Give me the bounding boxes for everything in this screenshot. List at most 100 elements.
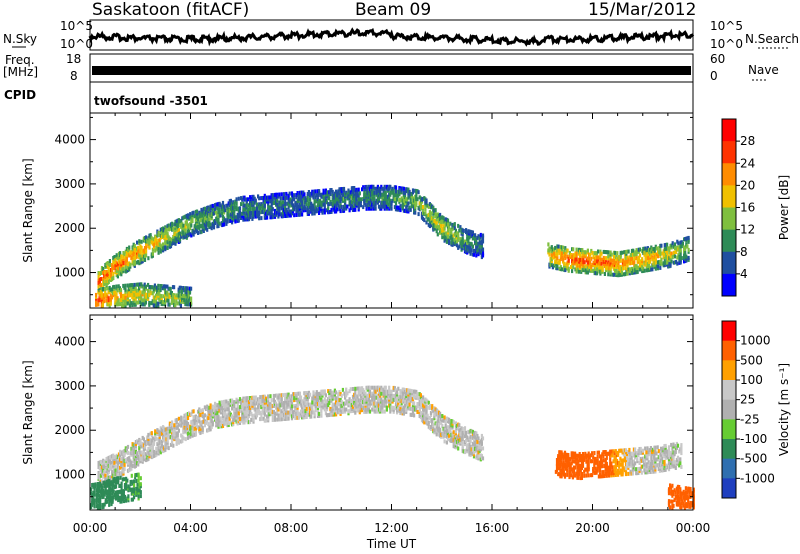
scatter-cell — [231, 202, 234, 207]
scatter-cell — [235, 201, 238, 206]
scatter-cell — [140, 444, 143, 449]
scatter-cell — [366, 190, 369, 195]
scatter-cell — [137, 245, 140, 250]
scatter-cell — [154, 299, 158, 304]
scatter-cell — [184, 437, 187, 442]
scatter-cell — [168, 429, 171, 434]
scatter-cell — [389, 184, 392, 189]
scatter-cell — [319, 192, 322, 197]
scatter-cell — [95, 300, 98, 305]
scatter-cell — [254, 395, 257, 400]
scatter-cell — [466, 443, 469, 448]
scatter-cell — [150, 252, 153, 257]
scatter-cell — [680, 244, 683, 249]
scatter-cell — [164, 239, 167, 244]
colorbar-label: Power [dB] — [777, 175, 791, 240]
scatter-cell — [345, 393, 348, 398]
scatter-cell — [593, 267, 596, 272]
scatter-cell — [178, 219, 182, 224]
scatter-cell — [123, 458, 126, 463]
scatter-cell — [182, 215, 185, 220]
scatter-cell — [474, 233, 477, 238]
scatter-cell — [374, 389, 377, 394]
scatter-cell — [200, 229, 203, 234]
scatter-cell — [151, 251, 154, 256]
scatter-cell — [97, 275, 100, 279]
scatter-cell — [371, 184, 374, 189]
scatter-cell — [109, 293, 112, 298]
scatter-cell — [251, 413, 254, 418]
scatter-cell — [136, 240, 139, 245]
scatter-cell — [223, 204, 226, 209]
scatter-cell — [314, 404, 317, 409]
scatter-cell — [392, 189, 395, 193]
scatter-cell — [201, 426, 204, 431]
scatter-cell — [263, 193, 266, 198]
scatter-cell — [333, 412, 336, 417]
scatter-cell — [115, 269, 118, 274]
scatter-cell — [641, 249, 644, 254]
scatter-cell — [227, 213, 230, 218]
scatter-cell — [342, 186, 346, 191]
scatter-cell — [672, 250, 675, 255]
scatter-cell — [470, 230, 473, 235]
scatter-cell — [319, 395, 322, 400]
scatter-cell — [178, 289, 181, 294]
scatter-cell — [281, 204, 284, 209]
scatter-cell — [341, 387, 344, 392]
scatter-cell — [434, 208, 437, 213]
scatter-cell — [134, 450, 137, 454]
scatter-cell — [169, 290, 172, 295]
scatter-cell — [324, 393, 327, 398]
scatter-cell — [337, 400, 340, 405]
scatter-cell — [97, 475, 100, 479]
scatter-cell — [615, 269, 618, 273]
scatter-cell — [424, 207, 427, 212]
scatter-cell — [126, 460, 130, 465]
scatter-cell — [374, 200, 377, 205]
scatter-cell — [217, 414, 220, 419]
scatter-cell — [296, 409, 299, 414]
scatter-cell — [169, 423, 173, 427]
scatter-cell — [160, 284, 163, 289]
scatter-cell — [120, 254, 123, 259]
colorbar-segment — [722, 229, 736, 253]
scatter-cell — [181, 222, 184, 227]
scatter-cell — [578, 263, 582, 268]
scatter-cell — [275, 196, 278, 201]
scatter-cell — [599, 257, 602, 262]
scatter-cell — [130, 446, 133, 451]
scatter-cell — [368, 389, 372, 394]
scatter-cell — [323, 389, 326, 394]
scatter-cell — [550, 245, 553, 250]
scatter-cell — [271, 193, 274, 198]
scatter-cell — [135, 282, 138, 287]
scatter-cell — [98, 466, 101, 471]
scatter-cell — [444, 231, 447, 236]
scatter-cell — [102, 299, 106, 304]
scatter-cell — [152, 303, 155, 308]
scatter-cell — [632, 268, 635, 273]
scatter-cell — [630, 256, 634, 261]
scatter-cell — [418, 201, 421, 206]
scatter-cell — [557, 244, 560, 249]
scatter-cell — [137, 462, 140, 467]
scatter-cell — [381, 409, 384, 414]
scatter-cell — [408, 205, 411, 210]
scatter-cell — [453, 238, 456, 243]
scatter-cell — [98, 296, 101, 301]
scatter-cell — [139, 439, 142, 444]
scatter-cell — [193, 432, 196, 437]
scatter-cell — [311, 406, 314, 411]
scatter-cell — [140, 294, 143, 299]
scatter-cell — [560, 245, 563, 250]
scatter-cell — [206, 227, 209, 232]
colorbar-segment — [722, 119, 736, 142]
scatter-cell — [652, 251, 655, 256]
scatter-cell — [429, 419, 433, 423]
scatter-cell — [100, 471, 104, 476]
scatter-cell — [429, 215, 433, 220]
scatter-cell — [348, 190, 351, 195]
scatter-cell — [362, 205, 365, 210]
scatter-cell — [130, 256, 133, 261]
